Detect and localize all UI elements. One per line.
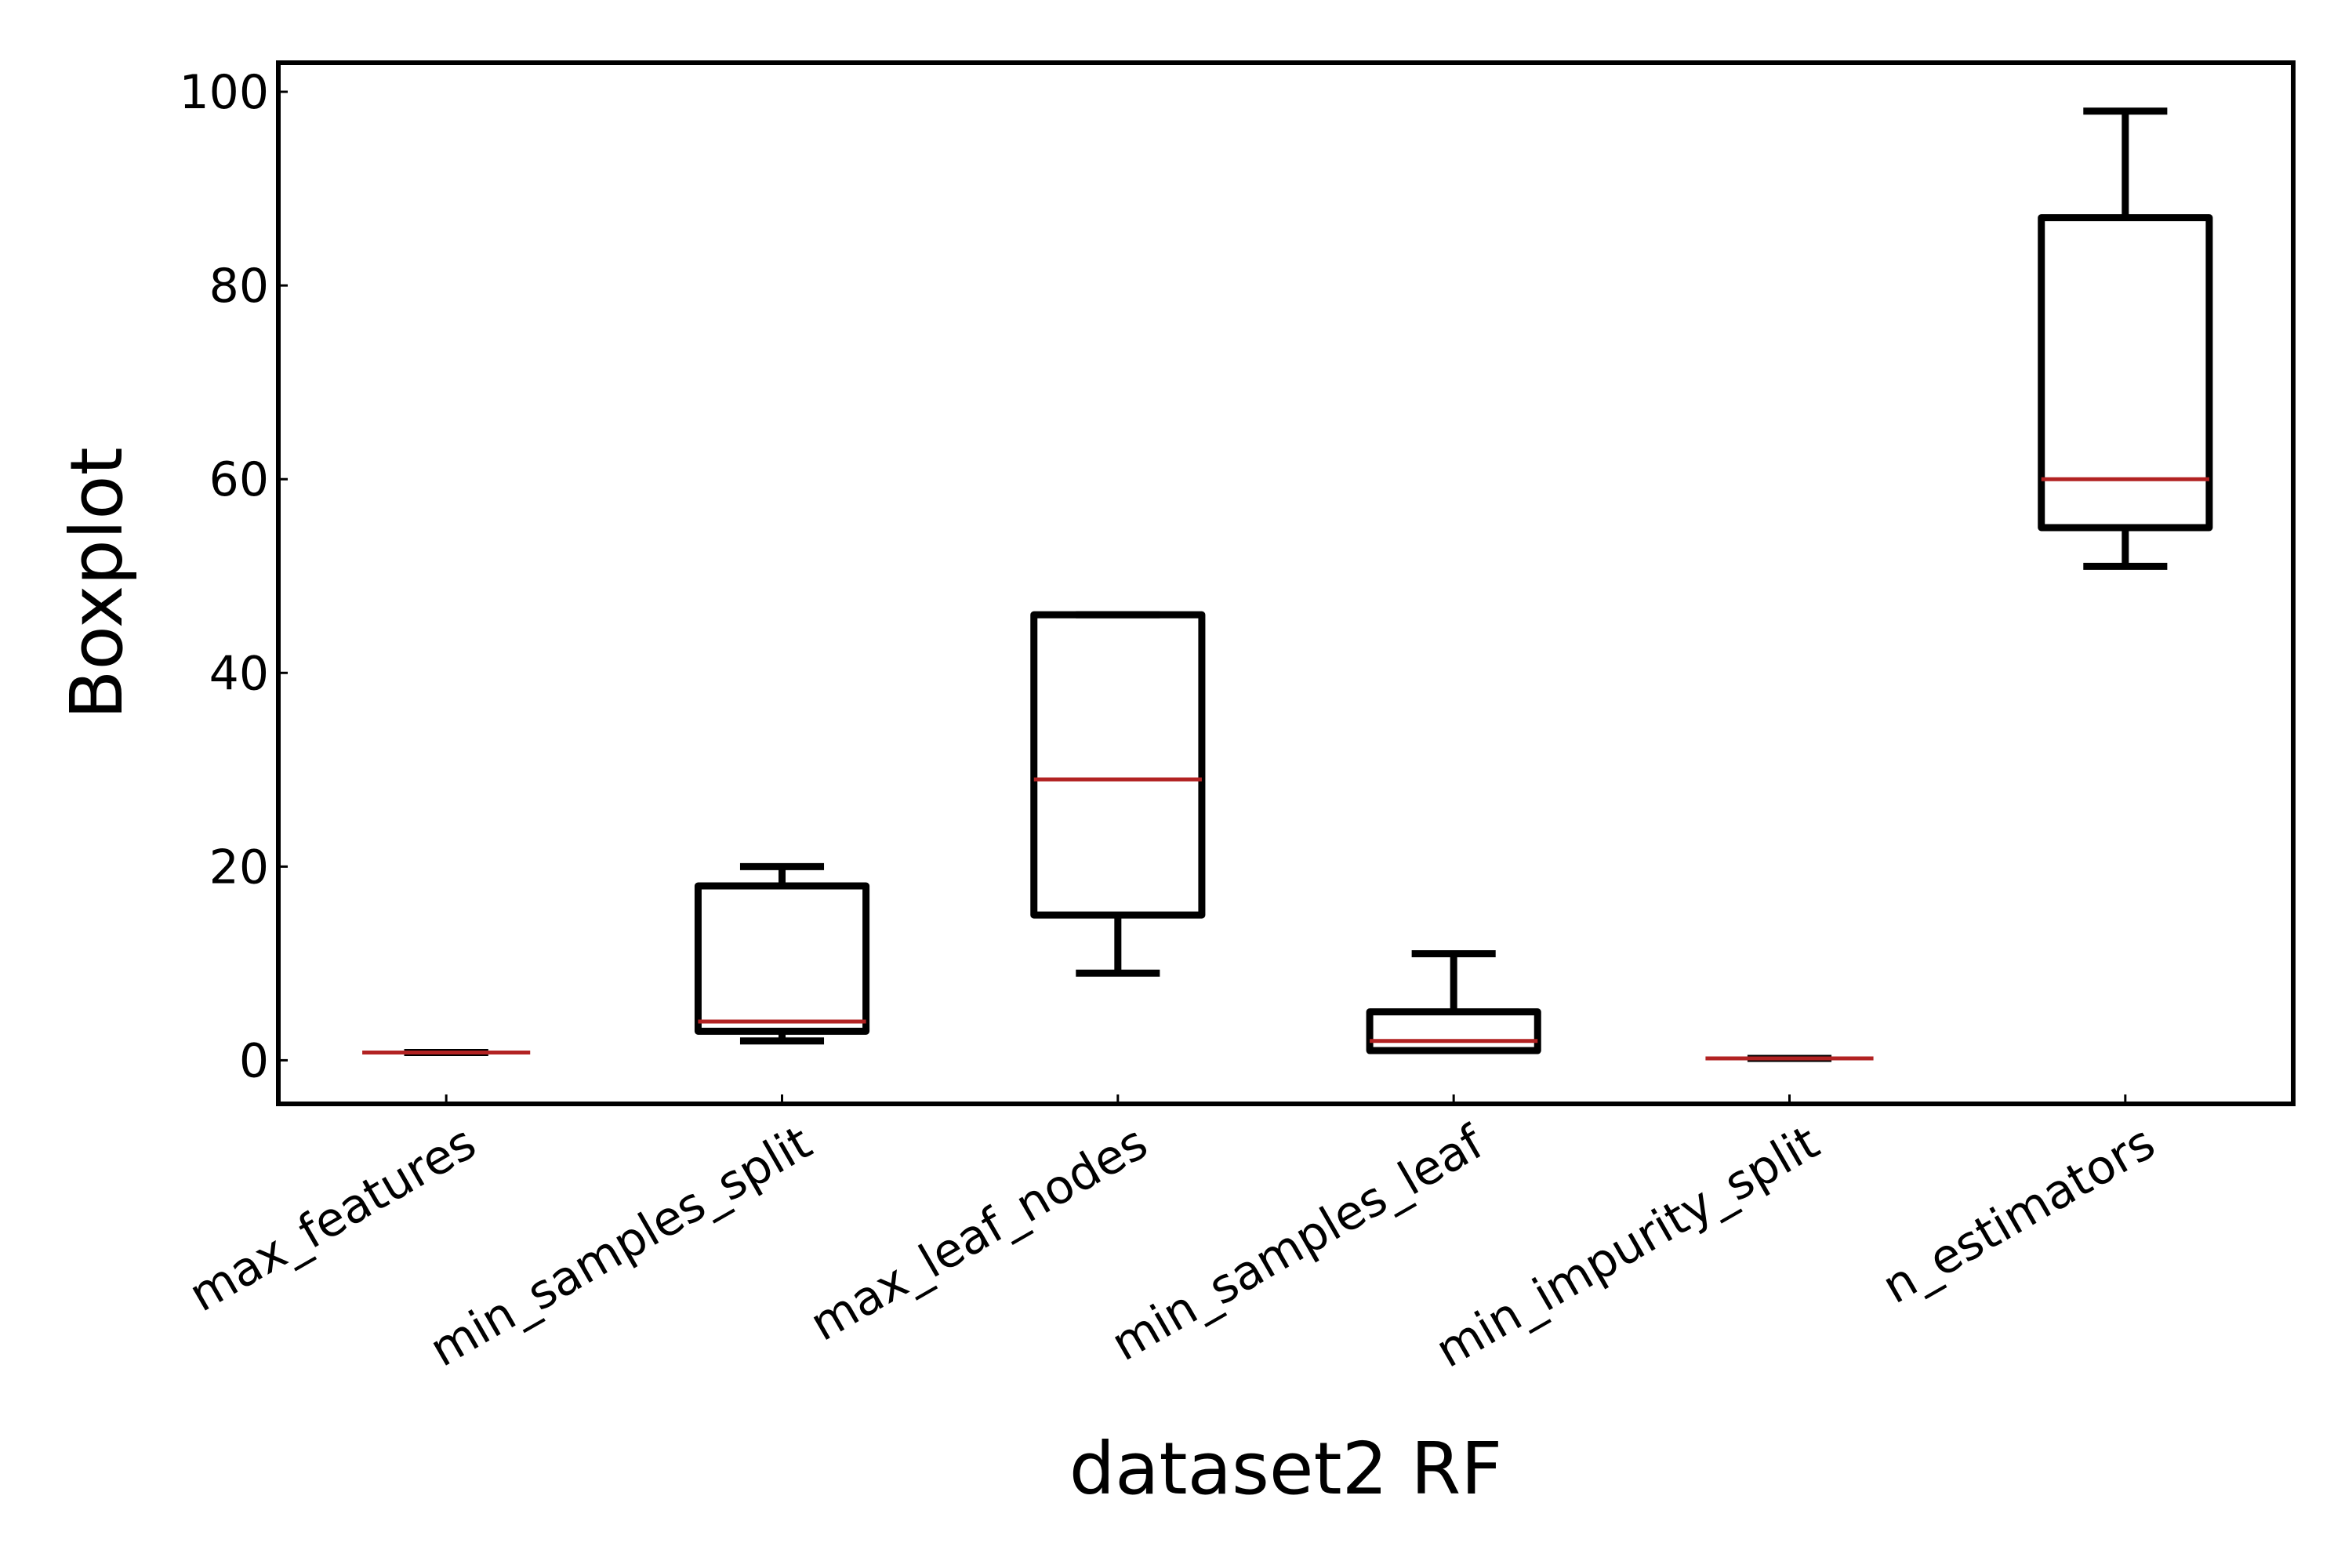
box-series — [362, 107, 2213, 1062]
box-n-estimators — [2038, 107, 2213, 570]
y-tick-label: 0 — [239, 1033, 269, 1088]
box-min-samples-leaf — [1366, 950, 1541, 1054]
y-axis-title: Boxplot — [55, 447, 139, 719]
box-max-leaf-nodes — [1030, 611, 1206, 977]
y-tick-label: 60 — [209, 452, 269, 507]
y-tick-label: 80 — [209, 259, 269, 314]
x-axis-title: dataset2 RF — [1069, 1427, 1502, 1511]
plot-frame — [276, 60, 2296, 1106]
box-body — [1366, 1008, 1541, 1054]
y-axis-ticks: 0 20 40 60 80 100 — [179, 65, 288, 1088]
y-tick-label: 40 — [209, 646, 269, 701]
y-tick-label: 100 — [179, 65, 269, 120]
box-body — [694, 882, 870, 1035]
box-body — [2038, 214, 2213, 532]
box-min-samples-split — [694, 862, 870, 1045]
box-body — [1030, 611, 1206, 919]
y-tick-label: 20 — [209, 840, 269, 895]
